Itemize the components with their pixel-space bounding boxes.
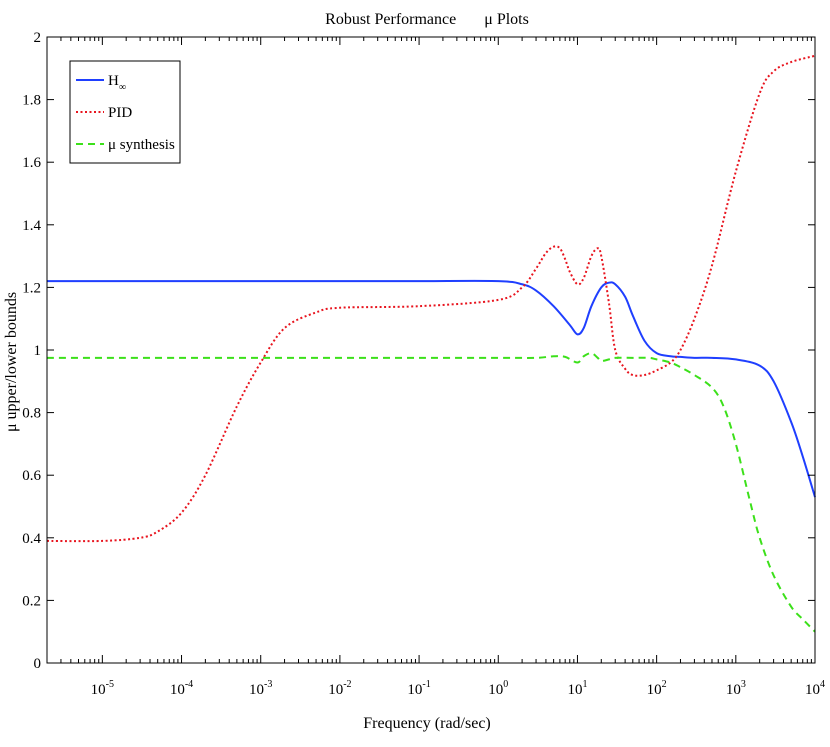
x-tick-base: 10 [91, 682, 106, 698]
legend-label-name: μ synthesis [108, 137, 175, 153]
legend-label-0: H∞ [108, 73, 126, 93]
x-tick-exponent: 0 [503, 679, 508, 690]
legend-label-1: PID [108, 105, 132, 121]
legend-label-name: PID [108, 105, 132, 121]
x-tick-base: 10 [647, 682, 662, 698]
x-tick-label: 10-5 [91, 679, 114, 698]
x-tick-label: 101 [567, 679, 587, 698]
x-tick-base: 10 [328, 682, 343, 698]
x-tick-base: 10 [488, 682, 503, 698]
y-tick-label: 0.2 [22, 593, 41, 609]
y-tick-label: 1 [34, 343, 42, 359]
series-layer [46, 54, 816, 633]
x-tick-label: 104 [805, 679, 825, 698]
y-tick-label: 0.4 [22, 531, 41, 547]
x-tick-base: 10 [170, 682, 185, 698]
x-tick-label: 10-3 [249, 679, 272, 698]
y-tick-label: 1.2 [22, 280, 41, 296]
y-tick-label: 0 [34, 656, 42, 672]
legend-label-subscript: ∞ [119, 82, 126, 93]
y-tick-label: 0.8 [22, 406, 41, 422]
legend-label-name: H [108, 73, 119, 89]
series-line-0 [47, 279, 816, 498]
x-tick-base: 10 [726, 682, 741, 698]
legend-label-2: μ synthesis [108, 137, 175, 153]
x-tick-label: 103 [726, 679, 746, 698]
x-tick-exponent: -1 [422, 679, 430, 690]
y-tick-label: 1.8 [22, 93, 41, 109]
y-tick-label: 2 [34, 30, 42, 46]
y-tick-label: 1.4 [22, 218, 41, 234]
x-tick-base: 10 [249, 682, 264, 698]
x-tick-base: 10 [805, 682, 820, 698]
x-tick-exponent: 4 [820, 679, 825, 690]
x-tick-exponent: -4 [185, 679, 193, 690]
x-tick-label: 10-1 [407, 679, 430, 698]
legend-box [69, 60, 181, 164]
x-tick-label: 10-2 [328, 679, 351, 698]
x-tick-exponent: 1 [582, 679, 587, 690]
x-tick-exponent: 3 [741, 679, 746, 690]
x-tick-exponent: -3 [264, 679, 272, 690]
x-tick-base: 10 [567, 682, 582, 698]
y-axis-label: μ upper/lower bounds [3, 292, 20, 432]
x-tick-label: 102 [647, 679, 667, 698]
x-tick-exponent: -5 [106, 679, 114, 690]
y-tick-label: 0.6 [22, 468, 41, 484]
x-tick-base: 10 [407, 682, 422, 698]
x-tick-label: 100 [488, 679, 508, 698]
x-tick-label: 10-4 [170, 679, 193, 698]
y-tick-label: 1.6 [22, 155, 41, 171]
series-line-2 [46, 352, 816, 633]
series-line-1 [46, 54, 816, 543]
x-tick-exponent: 2 [662, 679, 667, 690]
legend: H∞ PID μ synthesis [69, 60, 181, 164]
x-tick-exponent: -2 [343, 679, 351, 690]
x-axis-label: Frequency (rad/sec) [363, 715, 491, 732]
chart-title: Robust Performance μ Plots [325, 11, 529, 28]
